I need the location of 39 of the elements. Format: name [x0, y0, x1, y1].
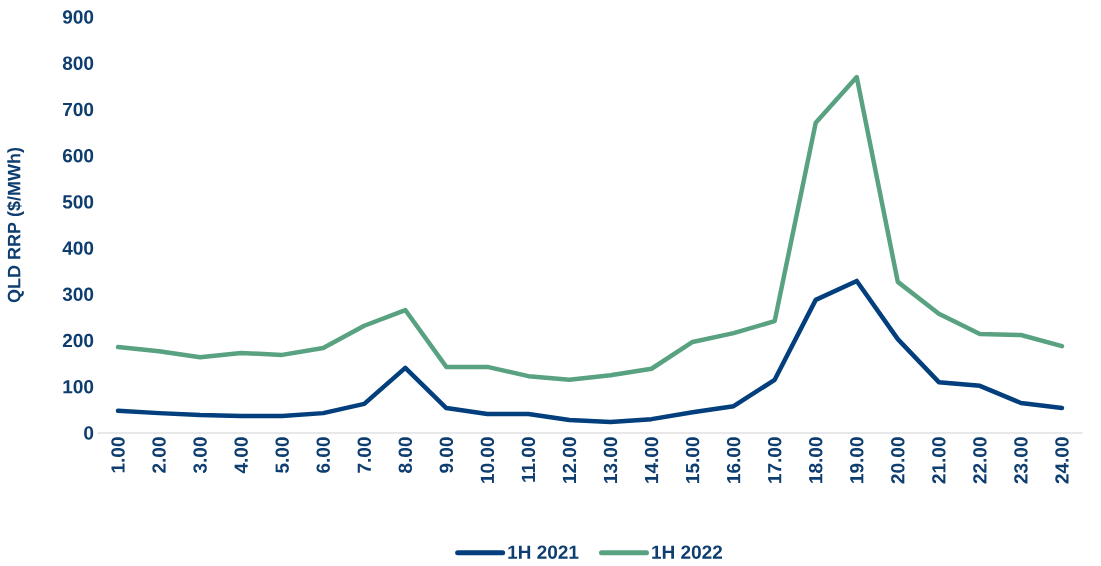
legend-label: 1H 2021: [508, 545, 579, 559]
x-tick-label: 5.00: [275, 437, 289, 473]
x-tick-label: 4.00: [234, 437, 248, 474]
x-tick-label: 3.00: [193, 437, 207, 474]
y-tick-label: 100: [63, 380, 94, 394]
x-tick-label: 8.00: [398, 437, 413, 473]
y-tick-label: 900: [62, 10, 94, 24]
x-tick-label: 21.00: [932, 437, 946, 484]
y-axis-title: QLD RRP ($/MWh): [6, 147, 25, 303]
x-tick-label: 7.00: [357, 437, 371, 473]
x-tick-label: 22.00: [973, 437, 987, 484]
y-tick-label: 400: [62, 241, 94, 255]
x-tick-label: 19.00: [850, 437, 864, 483]
x-tick-label: 1.00: [111, 437, 125, 473]
x-tick-label: 24.00: [1055, 437, 1069, 484]
x-tick-label: 2.00: [152, 437, 166, 473]
y-tick-label: 200: [62, 333, 94, 348]
x-tick-label: 10.00: [480, 437, 495, 483]
x-tick-label: 11.00: [521, 437, 536, 482]
y-tick-label: 800: [62, 56, 94, 70]
x-tick-label: 13.00: [603, 437, 618, 483]
x-tick-label: 6.00: [316, 437, 330, 473]
y-tick-label: 700: [63, 102, 94, 117]
line-series: [115, 278, 1065, 425]
legend-label: 1H 2022: [652, 545, 723, 559]
x-tick-label: 9.00: [439, 437, 454, 473]
y-tick-label: 300: [62, 287, 94, 302]
y-tick-label: 600: [62, 148, 94, 163]
x-tick-label: 23.00: [1014, 437, 1028, 484]
x-tick-label: 16.00: [726, 437, 741, 483]
y-tick-label: 500: [62, 195, 94, 209]
x-tick-label: 18.00: [808, 437, 823, 483]
y-tick-label: 0: [84, 426, 94, 440]
line-series: [115, 74, 1065, 383]
x-tick-label: 15.00: [685, 437, 700, 483]
x-tick-label: 14.00: [644, 437, 659, 483]
x-tick-label: 20.00: [891, 437, 905, 484]
x-tick-label: 12.00: [562, 437, 577, 483]
x-tick-label: 17.00: [767, 437, 782, 483]
